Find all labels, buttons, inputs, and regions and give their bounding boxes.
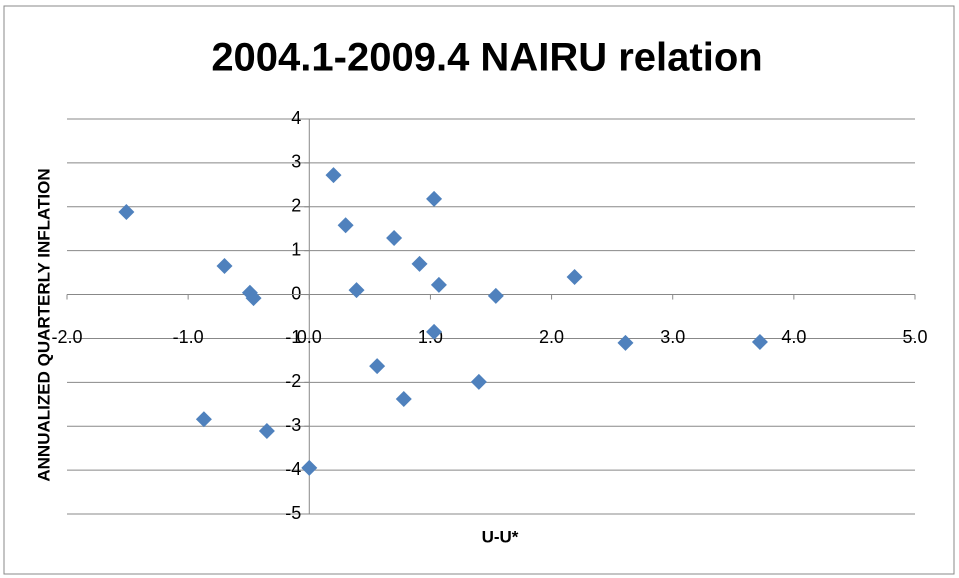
- point: [617, 334, 634, 351]
- point: [470, 373, 487, 390]
- y-tick-label: -4: [285, 459, 301, 479]
- x-tick-label: 4.0: [781, 327, 806, 347]
- point: [195, 411, 212, 428]
- point: [426, 190, 443, 207]
- x-tick-label: -1.0: [173, 327, 204, 347]
- point: [369, 358, 386, 375]
- y-tick-label: 0: [291, 283, 301, 303]
- y-tick-label: -5: [285, 503, 301, 523]
- x-tick-label: 5.0: [902, 327, 927, 347]
- y-axis-label: ANNUALIZED QUARTERLY INFLATION: [34, 168, 53, 481]
- point: [426, 323, 443, 340]
- y-tick-label: 4: [291, 108, 301, 128]
- x-tick-label: 0.0: [297, 327, 322, 347]
- point: [337, 217, 354, 234]
- x-tick-label: 2.0: [539, 327, 564, 347]
- y-tick-label: -3: [285, 415, 301, 435]
- y-tick-label: -2: [285, 371, 301, 391]
- point: [118, 204, 135, 221]
- point: [395, 391, 412, 408]
- point: [411, 255, 428, 272]
- point: [430, 276, 447, 293]
- point: [216, 258, 233, 275]
- x-axis-label: U-U*: [482, 527, 519, 546]
- point: [751, 333, 768, 350]
- chart-frame: [3, 5, 955, 575]
- point: [487, 287, 504, 304]
- point: [386, 229, 403, 246]
- point: [348, 282, 365, 299]
- point: [301, 459, 318, 476]
- point: [245, 290, 262, 307]
- point: [566, 269, 583, 285]
- y-tick-label: 1: [291, 239, 301, 259]
- chart-title: 2004.1-2009.4 NAIRU relation: [211, 36, 762, 80]
- point: [325, 167, 342, 184]
- x-tick-label: 3.0: [660, 327, 685, 347]
- y-tick-label: -1: [285, 327, 301, 347]
- point: [258, 423, 275, 440]
- y-tick-label: 3: [291, 152, 301, 172]
- y-tick-label: 2: [291, 196, 301, 216]
- x-tick-label: -2.0: [51, 327, 82, 347]
